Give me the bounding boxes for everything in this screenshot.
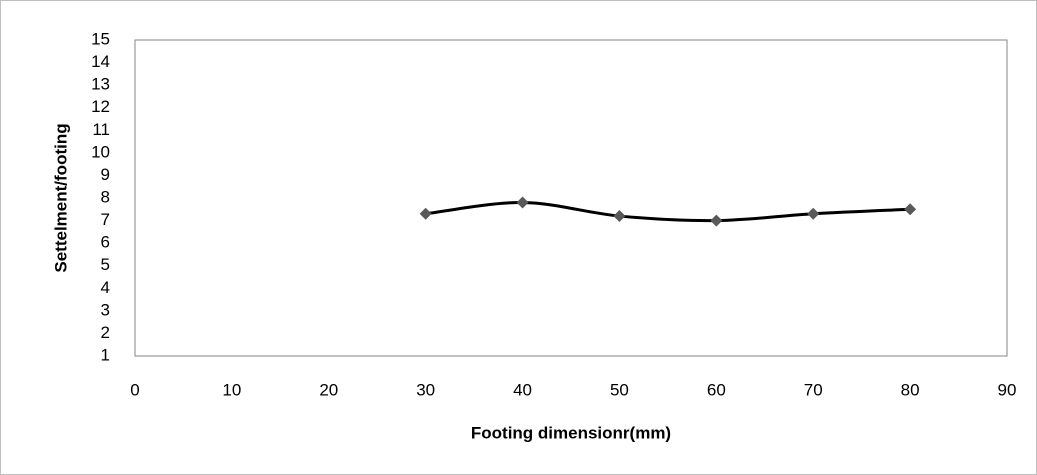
y-tick-label: 5 <box>101 255 110 274</box>
x-tick-label: 70 <box>804 380 823 399</box>
y-tick-label: 14 <box>91 52 110 71</box>
y-tick-label: 3 <box>101 300 110 319</box>
x-tick-label: 90 <box>998 380 1017 399</box>
y-tick-label: 7 <box>101 210 110 229</box>
y-tick-label: 2 <box>101 323 110 342</box>
x-tick-label: 30 <box>416 380 435 399</box>
data-point <box>613 210 626 223</box>
x-tick-label: 20 <box>319 380 338 399</box>
y-tick-label: 10 <box>91 142 110 161</box>
data-line <box>425 201 911 223</box>
x-tick-label: 10 <box>222 380 241 399</box>
y-tick-label: 15 <box>91 29 110 48</box>
y-axis-title: Settelment/footing <box>51 123 70 272</box>
x-tick-label: 60 <box>707 380 726 399</box>
x-tick-label: 80 <box>901 380 920 399</box>
y-tick-label: 1 <box>101 345 110 364</box>
x-axis-title: Footing dimensionr(mm) <box>471 423 671 442</box>
x-tick-label: 40 <box>513 380 532 399</box>
y-tick-label: 8 <box>101 187 110 206</box>
y-tick-label: 12 <box>91 97 110 116</box>
y-tick-label: 13 <box>91 75 110 94</box>
data-point <box>710 214 723 227</box>
x-tick-label: 50 <box>610 380 629 399</box>
plot-area <box>134 39 1008 357</box>
y-tick-label: 4 <box>101 278 110 297</box>
data-point <box>904 203 917 216</box>
data-point <box>516 196 529 209</box>
y-tick-label: 11 <box>92 120 110 139</box>
x-tick-label: 0 <box>130 380 139 399</box>
data-point <box>419 207 432 220</box>
y-tick-label: 9 <box>101 165 110 184</box>
data-point <box>807 207 820 220</box>
y-tick-label: 6 <box>101 233 110 252</box>
